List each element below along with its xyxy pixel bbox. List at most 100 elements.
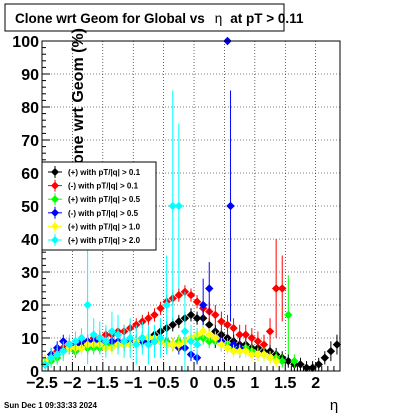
data-point [83, 300, 92, 310]
series-layer [40, 36, 342, 372]
y-tick-label: 70 [21, 133, 39, 150]
y-tick-label: 80 [21, 100, 39, 117]
data-point [174, 290, 184, 300]
data-point [226, 201, 235, 211]
data-point [223, 343, 232, 353]
data-point [186, 337, 196, 346]
data-point [132, 340, 141, 349]
data-point [174, 317, 184, 326]
legend-label: (+) with pT/|q| > 0.5 [68, 195, 141, 204]
data-point [156, 304, 165, 313]
data-point [53, 350, 62, 359]
data-point [278, 356, 287, 366]
data-point [59, 347, 68, 356]
data-point [229, 340, 238, 349]
data-point [198, 300, 208, 310]
chart-title-box: Clone wrt Geom for Global vs η at pT > 0.1… [4, 3, 304, 32]
data-point [168, 340, 177, 349]
y-tick-label: 10 [21, 331, 39, 348]
data-point [290, 356, 299, 366]
x-tick-label: −1 [124, 375, 142, 392]
title-frame [4, 3, 285, 32]
x-tick-label: 0 [190, 375, 199, 392]
legend-marker [51, 195, 59, 204]
legend-entry: (+) with pT/|q| > 2.0 [48, 234, 141, 246]
data-point [253, 337, 263, 346]
data-point [198, 327, 208, 336]
data-point [284, 356, 293, 366]
y-tick-label: 40 [21, 232, 39, 249]
legend-label: (+) with pT/|q| > 2.0 [68, 236, 141, 245]
data-point [77, 333, 86, 343]
legend-marker [51, 236, 59, 244]
data-point [65, 340, 74, 349]
data-point [229, 323, 238, 333]
y-axis-title: Clone wrt Geom (%) [70, 28, 87, 180]
y-tick-label: 20 [21, 298, 39, 315]
data-point [271, 284, 281, 293]
data-point [217, 317, 226, 326]
data-point [107, 327, 117, 336]
y-tick-label: 60 [21, 166, 39, 183]
legend-entry: (+) with pT/|q| > 1.0 [48, 220, 141, 233]
data-point [162, 300, 171, 310]
data-point [138, 333, 147, 343]
data-point [217, 340, 226, 349]
legend-label: (+) with pT/|q| > 0.1 [68, 168, 141, 177]
data-point [253, 350, 263, 359]
legend-entry: (-) with pT/|q| > 0.1 [48, 179, 139, 192]
data-point [302, 363, 311, 372]
data-point [186, 310, 196, 320]
series-6 [40, 90, 202, 371]
data-point [205, 320, 214, 329]
x-tick-label: 1.5 [274, 375, 296, 392]
data-point [308, 363, 317, 372]
data-point [205, 284, 214, 293]
data-point [211, 333, 220, 343]
data-point [46, 353, 56, 362]
data-point [174, 201, 184, 211]
data-point [247, 350, 257, 359]
legend-label: (+) with pT/|q| > 1.0 [68, 222, 141, 231]
legend-entry: (+) with pT/|q| > 0.1 [48, 166, 141, 178]
data-point [174, 340, 184, 349]
data-point [192, 314, 202, 323]
data-point [192, 297, 202, 306]
legend-entry: (-) with pT/|q| > 0.5 [48, 206, 139, 219]
y-tick-label: 50 [21, 199, 39, 216]
y-tick-label: 0 [30, 364, 39, 381]
data-point [180, 327, 190, 336]
data-point [150, 337, 159, 346]
data-point [235, 347, 244, 356]
data-point [229, 347, 238, 356]
title-suffix: at pT > 0.11 [230, 11, 304, 26]
data-point [192, 340, 202, 349]
data-point [95, 333, 104, 343]
data-point [271, 356, 281, 366]
data-point [168, 201, 177, 211]
data-point [265, 327, 275, 336]
data-point [259, 340, 269, 349]
data-point [241, 347, 250, 356]
data-point [101, 337, 111, 346]
data-point [77, 343, 86, 353]
x-tick-label: −0.5 [148, 375, 180, 392]
legend-label: (-) with pT/|q| > 0.5 [68, 209, 139, 218]
data-point [265, 353, 275, 362]
x-tick-label: 1 [250, 375, 259, 392]
legend-marker [51, 208, 59, 217]
title-eta-symbol: η [215, 11, 223, 26]
data-point [125, 333, 135, 343]
data-point [119, 337, 129, 346]
data-point [247, 333, 257, 343]
x-axis-title: η [330, 397, 338, 414]
data-point [241, 330, 250, 339]
data-point [113, 330, 123, 339]
data-point [144, 314, 153, 323]
data-point [284, 310, 293, 320]
data-point [296, 360, 305, 369]
data-point [168, 320, 177, 329]
x-tick-label: −1.5 [87, 375, 119, 392]
